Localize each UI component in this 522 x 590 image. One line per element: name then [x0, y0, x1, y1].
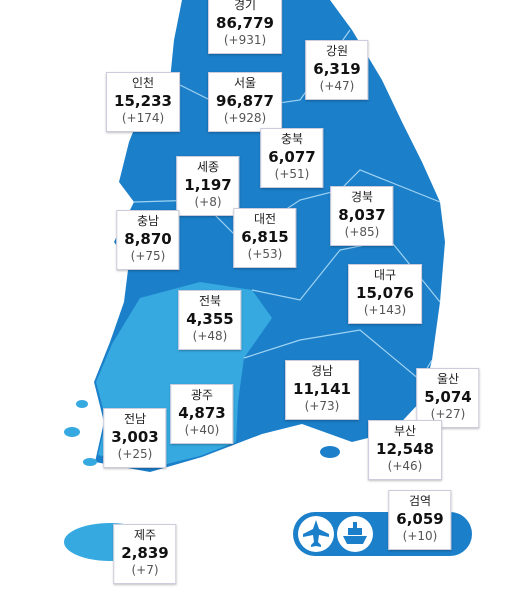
region-total: 6,077: [268, 147, 316, 166]
region-change: (+8): [194, 195, 222, 210]
region-total: 6,815: [241, 227, 289, 246]
ship-shape: [343, 522, 367, 544]
region-name: 경북: [350, 190, 374, 204]
region-name: 충북: [280, 132, 304, 146]
region-name: 인천: [131, 76, 155, 90]
airplane-shape: [303, 520, 329, 547]
region-name: 부산: [393, 424, 417, 438]
region-change: (+53): [247, 247, 283, 262]
region-label: 충북 6,077 (+51): [260, 128, 324, 188]
region-label: 경북 8,037 (+85): [330, 186, 394, 246]
region-name: 서울: [233, 76, 257, 90]
region-label: 제주 2,839 (+7): [113, 524, 177, 584]
region-total: 15,076: [356, 283, 414, 302]
region-label: 대구 15,076 (+143): [348, 264, 422, 324]
region-total: 1,197: [184, 175, 232, 194]
region-change: (+40): [184, 423, 220, 438]
region-total: 96,877: [216, 91, 274, 110]
region-name: 광주: [190, 388, 214, 402]
region-total: 6,059: [396, 509, 444, 528]
region-label: 울산 5,074 (+27): [416, 368, 480, 428]
region-change: (+174): [121, 111, 165, 126]
region-name: 세종: [196, 160, 220, 174]
region-label: 전남 3,003 (+25): [103, 408, 167, 468]
region-label: 충남 8,870 (+75): [116, 210, 180, 270]
region-total: 8,870: [124, 229, 172, 248]
region-change: (+7): [131, 563, 159, 578]
region-label: 세종 1,197 (+8): [176, 156, 240, 216]
region-label: 대전 6,815 (+53): [233, 208, 297, 268]
region-label: 서울 96,877 (+928): [208, 72, 282, 132]
region-name: 대전: [253, 212, 277, 226]
region-label: 경남 11,141 (+73): [285, 360, 359, 420]
region-change: (+73): [304, 399, 340, 414]
region-name: 전북: [198, 294, 222, 308]
island: [64, 427, 80, 437]
region-change: (+47): [319, 79, 355, 94]
region-name: 충남: [136, 214, 160, 228]
region-label: 인천 15,233 (+174): [106, 72, 180, 132]
region-name: 전남: [123, 412, 147, 426]
border: [251, 239, 441, 303]
region-change: (+143): [363, 303, 407, 318]
region-name: 경남: [310, 364, 334, 378]
region-change: (+46): [387, 459, 423, 474]
region-total: 11,141: [293, 379, 351, 398]
region-change: (+51): [274, 167, 310, 182]
region-total: 86,779: [216, 13, 274, 32]
region-total: 6,319: [313, 59, 361, 78]
island: [76, 400, 88, 408]
region-total: 5,074: [424, 387, 472, 406]
region-total: 3,003: [111, 427, 159, 446]
region-total: 8,037: [338, 205, 386, 224]
region-label: 광주 4,873 (+40): [170, 384, 234, 444]
region-change: (+931): [223, 33, 267, 48]
region-label: 강원 6,319 (+47): [305, 40, 369, 100]
island: [83, 458, 97, 466]
region-label: 검역 6,059 (+10): [388, 490, 452, 550]
region-change: (+48): [192, 329, 228, 344]
region-label: 전북 4,355 (+48): [178, 290, 242, 350]
region-label: 경기 86,779 (+931): [208, 0, 282, 54]
region-name: 대구: [373, 268, 397, 282]
region-change: (+25): [117, 447, 153, 462]
region-total: 2,839: [121, 543, 169, 562]
region-name: 제주: [133, 528, 157, 542]
region-label: 부산 12,548 (+46): [368, 420, 442, 480]
region-change: (+75): [130, 249, 166, 264]
region-change: (+27): [430, 407, 466, 422]
region-total: 4,873: [178, 403, 226, 422]
island: [320, 446, 340, 458]
region-change: (+85): [344, 225, 380, 240]
region-change: (+928): [223, 111, 267, 126]
region-total: 12,548: [376, 439, 434, 458]
region-name: 검역: [408, 494, 432, 508]
region-name: 울산: [436, 372, 460, 386]
region-change: (+10): [402, 529, 438, 544]
region-total: 15,233: [114, 91, 172, 110]
region-total: 4,355: [186, 309, 234, 328]
region-name: 강원: [325, 44, 349, 58]
region-name: 경기: [233, 0, 257, 12]
